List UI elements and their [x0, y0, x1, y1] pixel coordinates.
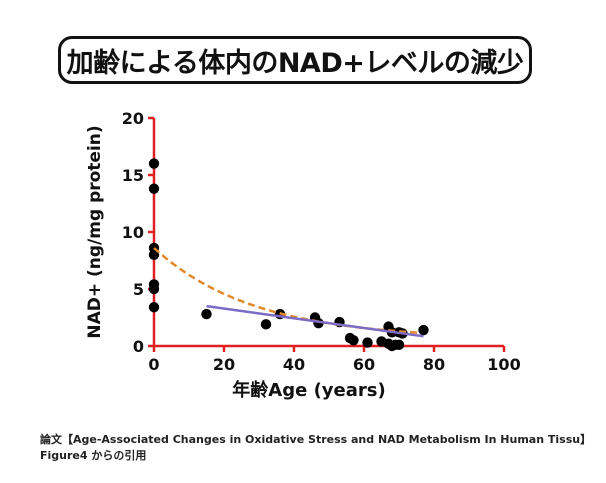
- caption-line-2: Figure4 からの引用: [40, 449, 147, 462]
- x-tick-label: 20: [213, 355, 235, 374]
- data-point: [148, 183, 160, 194]
- exponential-fit-line: [153, 247, 421, 335]
- x-tick-label: 0: [148, 355, 159, 374]
- source-caption: 論文【Age-Associated Changes in Oxidative S…: [40, 432, 600, 464]
- page-title: 加齢による体内のNAD+レベルの減少: [58, 36, 532, 84]
- y-tick-label: 15: [122, 166, 144, 185]
- x-tick-label: 80: [423, 355, 445, 374]
- x-axis-label: 年齢Age (years): [232, 379, 385, 401]
- x-tick-label: 100: [487, 355, 520, 374]
- y-tick-label: 20: [122, 109, 144, 128]
- data-point: [148, 283, 160, 295]
- data-point: [148, 158, 160, 169]
- data-point: [201, 308, 212, 320]
- y-tick-label: 5: [133, 280, 144, 299]
- data-point: [260, 319, 272, 330]
- y-tick-label: 0: [133, 337, 144, 356]
- linear-fit-line: [206, 304, 424, 338]
- data-point: [348, 335, 359, 346]
- y-tick-label: 10: [122, 223, 144, 242]
- caption-line-1: 論文【Age-Associated Changes in Oxidative S…: [40, 433, 592, 446]
- x-tick-label: 40: [283, 355, 305, 374]
- y-axis-label: NAD+ (ng/mg protein): [85, 125, 105, 338]
- data-point: [418, 324, 429, 336]
- data-point: [393, 339, 405, 351]
- data-point: [362, 337, 373, 348]
- data-point: [148, 302, 160, 313]
- nad-scatter-chart: 0 5 10 15 20 0 20 40 60 80 100 年齢Age (years) NAD+ (n…: [85, 109, 521, 401]
- x-tick-label: 60: [353, 355, 375, 374]
- data-point: [148, 249, 160, 260]
